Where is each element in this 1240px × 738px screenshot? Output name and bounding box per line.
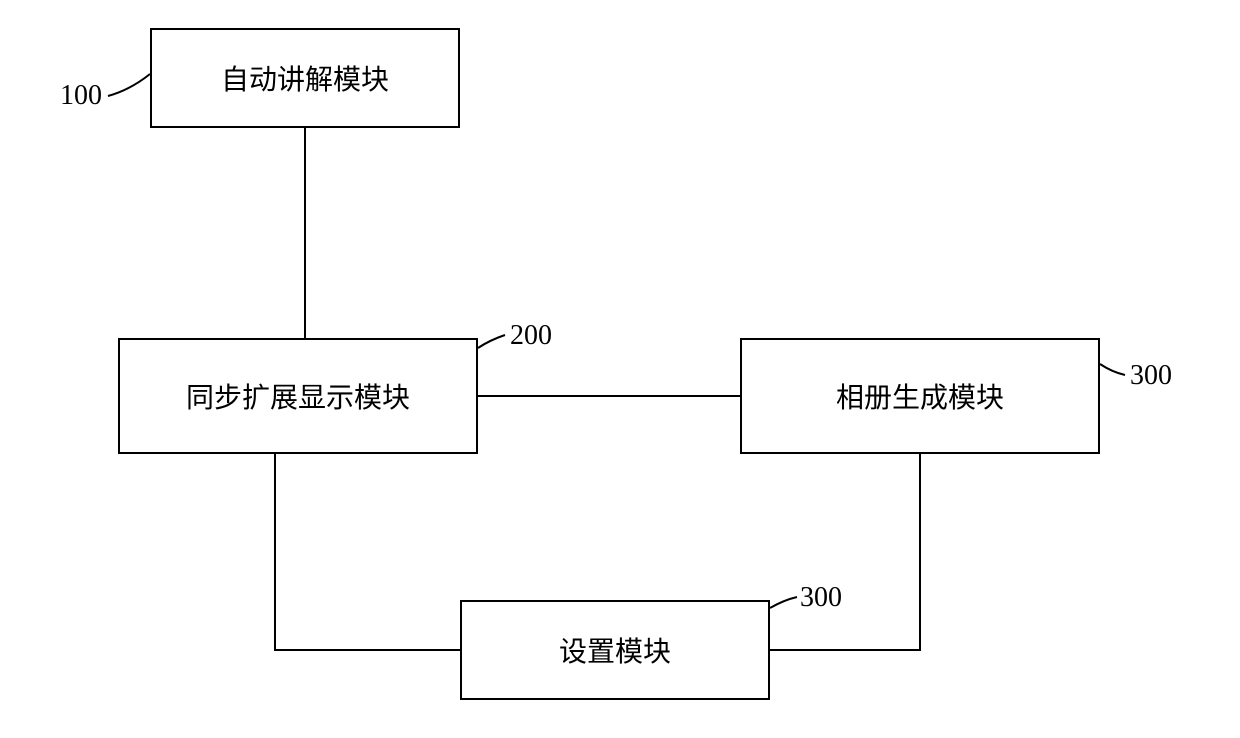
diagram-canvas: 自动讲解模块 同步扩展显示模块 相册生成模块 设置模块 100 200 300 … — [0, 0, 1240, 738]
node-label: 自动讲解模块 — [221, 58, 389, 98]
node-auto-explain: 自动讲解模块 — [150, 28, 460, 128]
node-label: 同步扩展显示模块 — [186, 376, 410, 416]
edge-n200-n400 — [275, 454, 460, 650]
edge-n300-n400 — [770, 454, 920, 650]
leader-200 — [478, 335, 505, 348]
ref-label-200: 200 — [510, 320, 552, 352]
leader-400 — [770, 597, 797, 608]
node-label: 相册生成模块 — [836, 376, 1004, 416]
node-label: 设置模块 — [559, 630, 671, 670]
ref-label-300b: 300 — [800, 582, 842, 614]
node-album-generate: 相册生成模块 — [740, 338, 1100, 454]
leader-100 — [108, 74, 150, 96]
node-settings: 设置模块 — [460, 600, 770, 700]
ref-label-300a: 300 — [1130, 360, 1172, 392]
ref-label-100: 100 — [60, 80, 102, 112]
leader-300 — [1100, 364, 1125, 375]
node-sync-expand-display: 同步扩展显示模块 — [118, 338, 478, 454]
